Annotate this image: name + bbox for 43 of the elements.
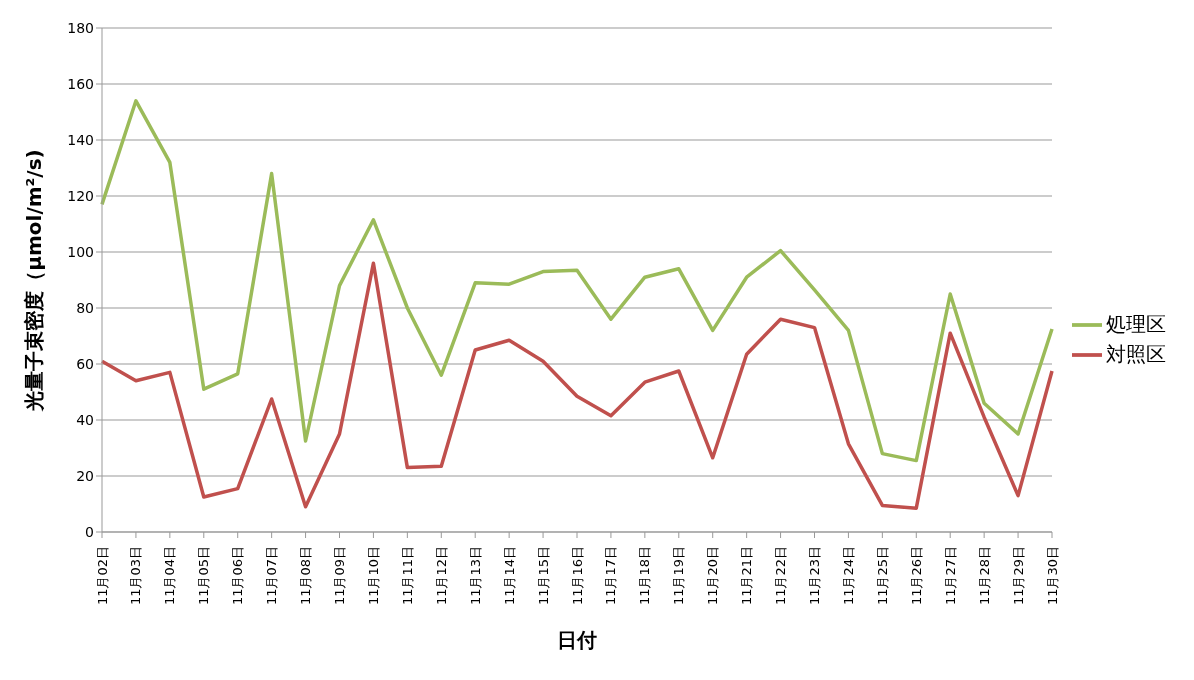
y-tick-label: 180 xyxy=(67,19,94,36)
x-axis-title: 日付 xyxy=(557,628,597,652)
x-tick-label: 11月29日 xyxy=(1010,546,1026,606)
y-axis-title: 光量子束密度（μmol/m²/s) xyxy=(22,149,46,412)
x-tick-label: 11月11日 xyxy=(399,546,415,606)
x-tick-label: 11月20日 xyxy=(705,546,721,606)
x-tick-label: 11月22日 xyxy=(773,546,789,606)
legend-label: 対照区 xyxy=(1106,341,1166,366)
x-tick-label: 11月14日 xyxy=(501,546,517,606)
x-tick-label: 11月26日 xyxy=(908,546,924,606)
x-tick-label: 11月07日 xyxy=(264,546,280,606)
y-tick-label: 120 xyxy=(67,187,94,204)
y-tick-label: 140 xyxy=(67,131,94,148)
y-tick-label: 160 xyxy=(67,75,94,92)
x-tick-label: 11月15日 xyxy=(535,546,551,606)
legend-label: 処理区 xyxy=(1106,311,1166,336)
x-tick-label: 11月05日 xyxy=(196,546,212,606)
x-tick-label: 11月21日 xyxy=(739,546,755,606)
x-tick-label: 11月30日 xyxy=(1044,546,1060,606)
x-tick-label: 11月02日 xyxy=(94,546,110,606)
x-tick-label: 11月13日 xyxy=(467,546,483,606)
x-tick-label: 11月04日 xyxy=(162,546,178,606)
x-tick-label: 11月06日 xyxy=(230,546,246,606)
x-tick-label: 11月17日 xyxy=(603,546,619,606)
x-tick-label: 11月27日 xyxy=(942,546,958,606)
y-tick-label: 20 xyxy=(76,467,94,484)
y-tick-label: 60 xyxy=(76,355,94,372)
x-tick-label: 11月09日 xyxy=(332,546,347,606)
y-tick-label: 80 xyxy=(76,299,94,316)
x-tick-label: 11月19日 xyxy=(671,546,687,606)
x-tick-label: 11月23日 xyxy=(807,546,822,606)
x-tick-label: 11月16日 xyxy=(569,546,585,606)
x-tick-label: 11月03日 xyxy=(128,546,144,606)
x-tick-label: 11月12日 xyxy=(433,546,449,606)
y-tick-label: 0 xyxy=(85,523,94,540)
x-tick-label: 11月08日 xyxy=(298,546,314,606)
x-tick-label: 11月25日 xyxy=(874,546,890,606)
y-tick-label: 40 xyxy=(76,411,94,428)
x-tick-label: 11月10日 xyxy=(365,546,381,606)
x-tick-label: 11月28日 xyxy=(976,546,992,606)
x-tick-label: 11月24日 xyxy=(840,546,856,606)
y-tick-label: 100 xyxy=(67,243,94,260)
x-tick-label: 11月18日 xyxy=(637,546,653,606)
